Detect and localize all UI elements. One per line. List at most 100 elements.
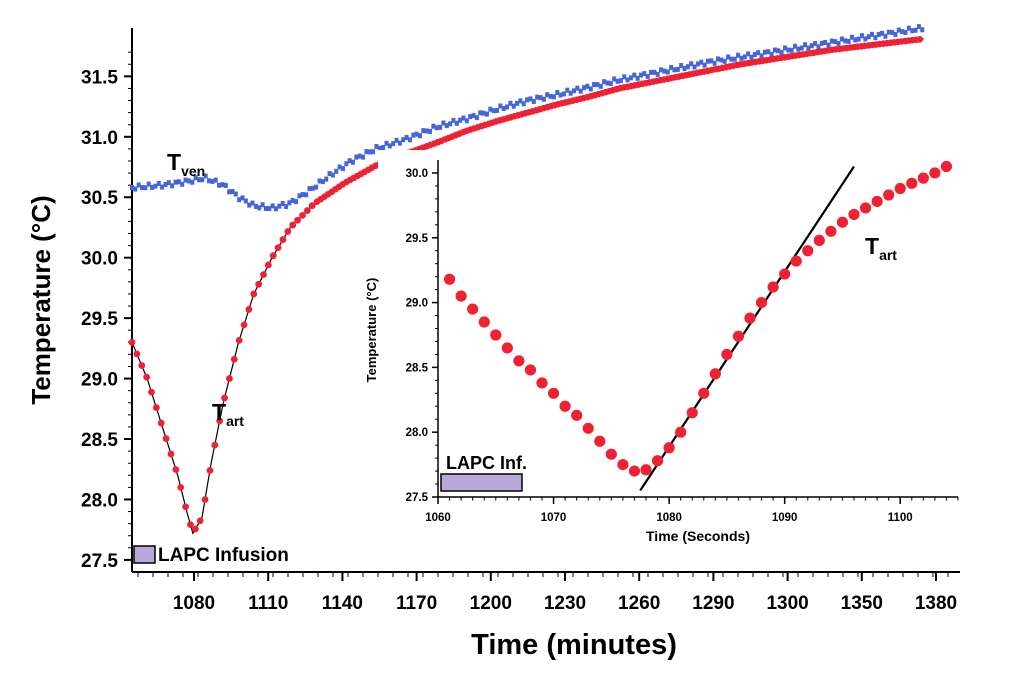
tven-point [277, 203, 282, 209]
tven-point [836, 40, 841, 46]
tven-point [715, 56, 720, 62]
tven-point [769, 51, 774, 57]
tven-point [803, 42, 808, 48]
tven-point [438, 124, 443, 130]
tven-point [873, 35, 878, 41]
inset-tart-point [536, 377, 548, 389]
tven-point [575, 85, 580, 91]
tven-point [896, 27, 901, 33]
inset-tart-point [906, 177, 918, 189]
tven-point [491, 108, 496, 114]
inset-x-tick-label: 1090 [772, 512, 798, 524]
tven-point [217, 182, 222, 188]
inset-tart-point [663, 442, 675, 454]
main-x-axis-title: Time (minutes) [471, 629, 677, 661]
inset-tart-point [767, 281, 779, 293]
tven-point [344, 161, 349, 167]
tven-point [642, 71, 647, 77]
tven-point [528, 96, 533, 102]
tven-point [846, 38, 851, 44]
tart-label: Tart [212, 399, 244, 429]
tven-point [692, 64, 697, 70]
tven-point [682, 65, 687, 71]
tven-point [702, 62, 707, 68]
tven-point [910, 28, 915, 34]
tven-point [893, 31, 898, 37]
tven-point [384, 140, 389, 146]
tven-point [662, 68, 667, 74]
tven-point [588, 86, 593, 92]
tven-point [521, 101, 526, 107]
inset-tart-point [594, 435, 606, 447]
tven-point [173, 179, 178, 185]
tven-point [314, 184, 319, 190]
tven-point [186, 178, 191, 184]
tven-point [699, 59, 704, 65]
inset-tart-point [675, 426, 687, 438]
tven-point [843, 38, 848, 44]
tart-point [138, 362, 146, 369]
main-infusion-label: LAPC Infusion [158, 545, 289, 566]
tven-point [531, 98, 536, 104]
tven-point [401, 137, 406, 143]
tven-point [786, 47, 791, 53]
tven-point [880, 30, 885, 36]
tven-point [672, 67, 677, 73]
tven-point [451, 117, 456, 123]
inset-x-tick-label: 1070 [541, 512, 567, 524]
tart-point [274, 244, 282, 252]
tven-point [176, 179, 181, 185]
tven-point [407, 137, 412, 143]
tart-point [279, 236, 287, 243]
tart-point [240, 321, 248, 329]
main-y-tick-label: 31.5 [81, 67, 118, 88]
tven-point [320, 179, 325, 185]
main-y-tick-label: 28.0 [81, 490, 118, 511]
tven-point [317, 178, 322, 184]
tart-point [916, 36, 924, 43]
tven-point [602, 79, 607, 85]
tven-point [890, 29, 895, 35]
inset-infusion-bar [440, 473, 523, 492]
tven-point [498, 103, 503, 109]
tven-point [776, 48, 781, 54]
main-x-tick-label: 1300 [766, 593, 808, 614]
tven-point [870, 31, 875, 37]
tven-point [859, 33, 864, 39]
tart-point [191, 525, 199, 533]
tven-point [612, 76, 617, 82]
tven-point [304, 192, 309, 198]
main-y-tick-label: 28.5 [81, 430, 118, 451]
tven-point [635, 75, 640, 81]
inset-y-ticks: 27.5 28.0 28.5 29.0 29.5 30.0 [406, 168, 438, 504]
main-x-tick-label: 1230 [544, 593, 586, 614]
tven-point [628, 75, 633, 81]
tven-point [237, 197, 242, 203]
tven-point [645, 73, 650, 79]
inset-tart-point [825, 225, 837, 237]
inset-tart-point [755, 296, 768, 309]
inset-tart-point [455, 290, 467, 302]
tven-point [853, 37, 858, 43]
tart-point [221, 394, 228, 402]
tven-point [655, 71, 660, 77]
tart-point [230, 355, 238, 363]
tven-point [866, 34, 871, 40]
inset-y-tick-label: 29.5 [406, 233, 429, 245]
tven-point [752, 52, 757, 58]
tven-point [712, 60, 717, 66]
tven-point [273, 206, 278, 212]
tven-point [220, 182, 225, 188]
tart-point [308, 202, 316, 210]
tart-point [162, 435, 170, 442]
tven-point [508, 100, 513, 106]
tart-point [299, 211, 306, 219]
main-y-axis-title: Temperature (°C) [26, 195, 56, 404]
tven-point [146, 181, 151, 187]
tven-point [263, 205, 268, 211]
inset-tart-point [478, 316, 490, 328]
tven-point [156, 180, 161, 186]
main-x-tick-label: 1080 [173, 593, 215, 614]
tven-point [488, 106, 493, 112]
main-x-tick-label: 1260 [618, 593, 660, 614]
